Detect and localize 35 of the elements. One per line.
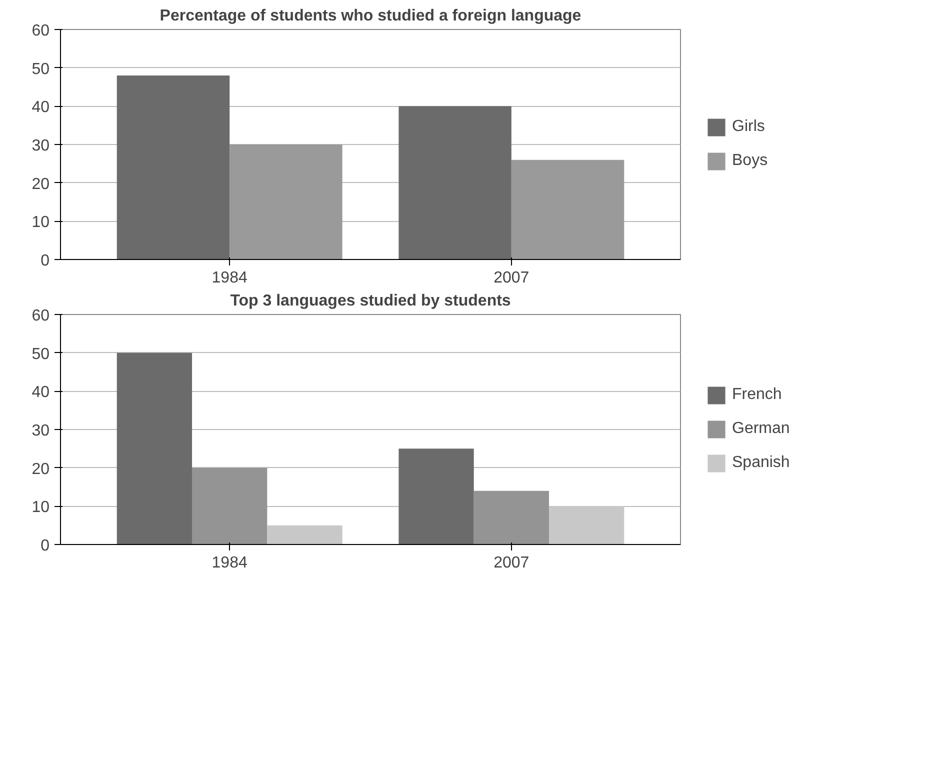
bar — [116, 76, 230, 260]
legend-label: Boys — [732, 152, 768, 170]
chart-title: Percentage of students who studied a foreign language — [160, 8, 582, 24]
x-tick-label: 1984 — [212, 270, 248, 286]
y-tick-label: 30 — [32, 138, 50, 154]
y-tick-label: 60 — [32, 308, 50, 324]
bar — [267, 525, 342, 544]
bar — [548, 506, 624, 544]
y-tick-label: 0 — [40, 538, 50, 554]
x-tick-label: 2007 — [494, 554, 530, 572]
legend-label: German — [732, 420, 790, 438]
x-tick-label: 2007 — [494, 270, 530, 286]
bar — [192, 468, 268, 544]
legend-label: Girls — [732, 118, 765, 136]
bar — [511, 160, 624, 260]
y-tick-label: 50 — [32, 346, 50, 363]
chart-title: Top 3 languages studied by students — [230, 292, 511, 310]
y-tick-label: 60 — [32, 22, 50, 40]
bar — [474, 490, 549, 544]
y-tick-label: 50 — [32, 60, 50, 78]
text: French — [732, 386, 782, 404]
bar — [398, 448, 474, 544]
bar — [398, 106, 512, 260]
y-tick-label: 10 — [32, 499, 50, 516]
y-tick-label: 0 — [40, 252, 50, 270]
y-tick-label: 20 — [32, 460, 50, 478]
bar — [116, 352, 192, 544]
y-tick-label: 40 — [32, 99, 50, 116]
y-tick-label: 40 — [32, 384, 50, 402]
y-tick-label: 20 — [32, 176, 50, 193]
y-tick-label: 10 — [32, 214, 50, 232]
legend-label: Spanish — [732, 454, 790, 472]
y-tick-label: 30 — [32, 422, 50, 440]
bar — [230, 144, 342, 260]
x-tick-label: 1984 — [212, 554, 248, 572]
